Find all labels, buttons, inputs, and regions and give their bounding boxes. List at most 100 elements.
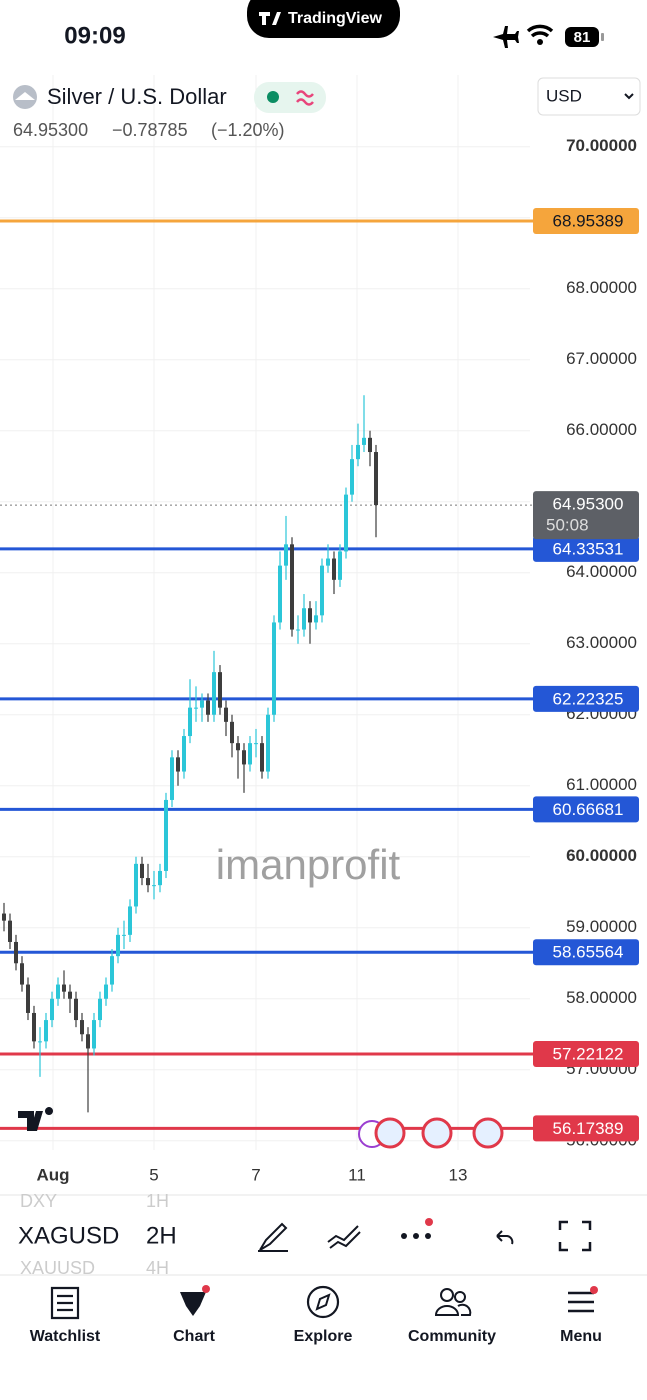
market-open-dot — [267, 91, 279, 103]
wifi-dot — [537, 39, 543, 45]
level-tag — [533, 939, 639, 966]
nav-label: Chart — [173, 1328, 215, 1345]
candle-body — [26, 984, 30, 1013]
y-tick-label: 58.00000 — [566, 988, 637, 1007]
airplane-icon — [493, 26, 519, 48]
x-tick-label: 7 — [251, 1165, 260, 1184]
symbol-icon-mark — [15, 92, 35, 100]
price-change-percent: (−1.20%) — [211, 120, 285, 140]
candle-body — [164, 799, 168, 871]
indicators-button[interactable] — [327, 1225, 361, 1249]
delayed-icon — [296, 90, 314, 106]
candle-body — [218, 672, 222, 708]
level-tag — [533, 685, 639, 712]
more-button[interactable] — [401, 1218, 433, 1239]
level-tag — [533, 796, 639, 823]
level-label: 58.65564 — [553, 943, 624, 962]
candle-body — [254, 743, 258, 745]
candle-body — [290, 544, 294, 630]
candle-body — [362, 437, 366, 445]
candle-body — [368, 437, 372, 453]
countdown: 50:08 — [546, 516, 589, 535]
nav-label: Explore — [294, 1328, 353, 1345]
candle-body — [68, 991, 72, 999]
nav-label: Watchlist — [30, 1328, 101, 1345]
interval-prev: 1H — [146, 1191, 169, 1211]
x-tick-label: 13 — [449, 1165, 468, 1184]
candle-body — [56, 984, 60, 999]
nav-community[interactable]: Community — [408, 1288, 496, 1345]
interval[interactable]: 2H — [146, 1222, 177, 1249]
last-price-label: 64.95300 — [553, 495, 624, 514]
nav-label: Menu — [560, 1328, 602, 1345]
level-tag — [533, 1041, 639, 1068]
candle-body — [212, 672, 216, 715]
last-price-tag — [533, 491, 639, 540]
event-flag[interactable] — [421, 1117, 453, 1149]
y-tick-label: 61.00000 — [566, 775, 637, 794]
candle-body — [122, 934, 126, 936]
y-tick-label: 68.00000 — [566, 278, 637, 297]
candle-body — [272, 622, 276, 715]
candle-body — [278, 565, 282, 623]
candle-body — [302, 608, 306, 630]
candle-body — [284, 544, 288, 566]
candle-body — [206, 700, 210, 715]
candle-body — [44, 1020, 48, 1042]
dynamic-island — [247, 0, 400, 38]
candle-body — [314, 615, 318, 623]
app-logo-icon — [259, 12, 281, 25]
undo-button[interactable] — [496, 1230, 514, 1245]
market-status-pill[interactable] — [254, 82, 326, 113]
candle-body — [140, 863, 144, 879]
candle-body — [2, 913, 6, 921]
candle-body — [50, 998, 54, 1021]
dropdown-caret — [624, 93, 634, 100]
draw-tool-button[interactable] — [258, 1222, 288, 1252]
battery — [565, 27, 599, 47]
nav-watchlist[interactable]: Watchlist — [30, 1286, 101, 1345]
battery-level: 81 — [574, 29, 591, 46]
x-tick-label: 11 — [348, 1165, 366, 1184]
candle-body — [308, 608, 312, 623]
level-label: 56.17389 — [553, 1119, 624, 1138]
candle-body — [158, 870, 162, 886]
candle-body — [74, 998, 78, 1021]
candle-body — [374, 452, 378, 506]
candle-body — [176, 757, 180, 772]
level-label: 68.95389 — [553, 211, 624, 230]
y-tick-label: 63.00000 — [566, 633, 637, 652]
event-flag[interactable] — [472, 1117, 504, 1149]
candle-body — [146, 878, 150, 886]
tv-watermark-logo — [18, 1107, 53, 1131]
candle-body — [104, 984, 108, 999]
candle-body — [116, 934, 120, 957]
currency-select[interactable] — [537, 77, 641, 116]
nav-explore[interactable]: Explore — [294, 1285, 353, 1345]
nav-chart[interactable]: Chart — [173, 1285, 216, 1345]
event-flag[interactable] — [374, 1117, 406, 1149]
x-tick-label: 5 — [149, 1165, 158, 1184]
candle-body — [182, 736, 186, 772]
symbol[interactable]: XAGUSD — [18, 1222, 119, 1249]
nav-label: Community — [408, 1328, 496, 1345]
candle-body — [128, 906, 132, 935]
level-label: 64.33531 — [553, 539, 624, 558]
level-tag — [533, 1115, 639, 1142]
y-tick-label: 70.00000 — [566, 136, 637, 155]
last-price: 64.95300 — [13, 120, 88, 140]
candle-body — [152, 885, 156, 887]
candle-body — [80, 1020, 84, 1035]
candle-body — [200, 700, 204, 708]
candle-body — [326, 558, 330, 566]
fullscreen-button[interactable] — [558, 1220, 592, 1252]
candle-body — [248, 743, 252, 765]
level-tag — [533, 535, 639, 562]
symbol-name[interactable]: Silver / U.S. Dollar — [47, 84, 227, 109]
candle-body — [236, 743, 240, 751]
nav-menu[interactable]: Menu — [560, 1286, 602, 1345]
interval-next: 4H — [146, 1258, 169, 1278]
candle-body — [188, 707, 192, 737]
